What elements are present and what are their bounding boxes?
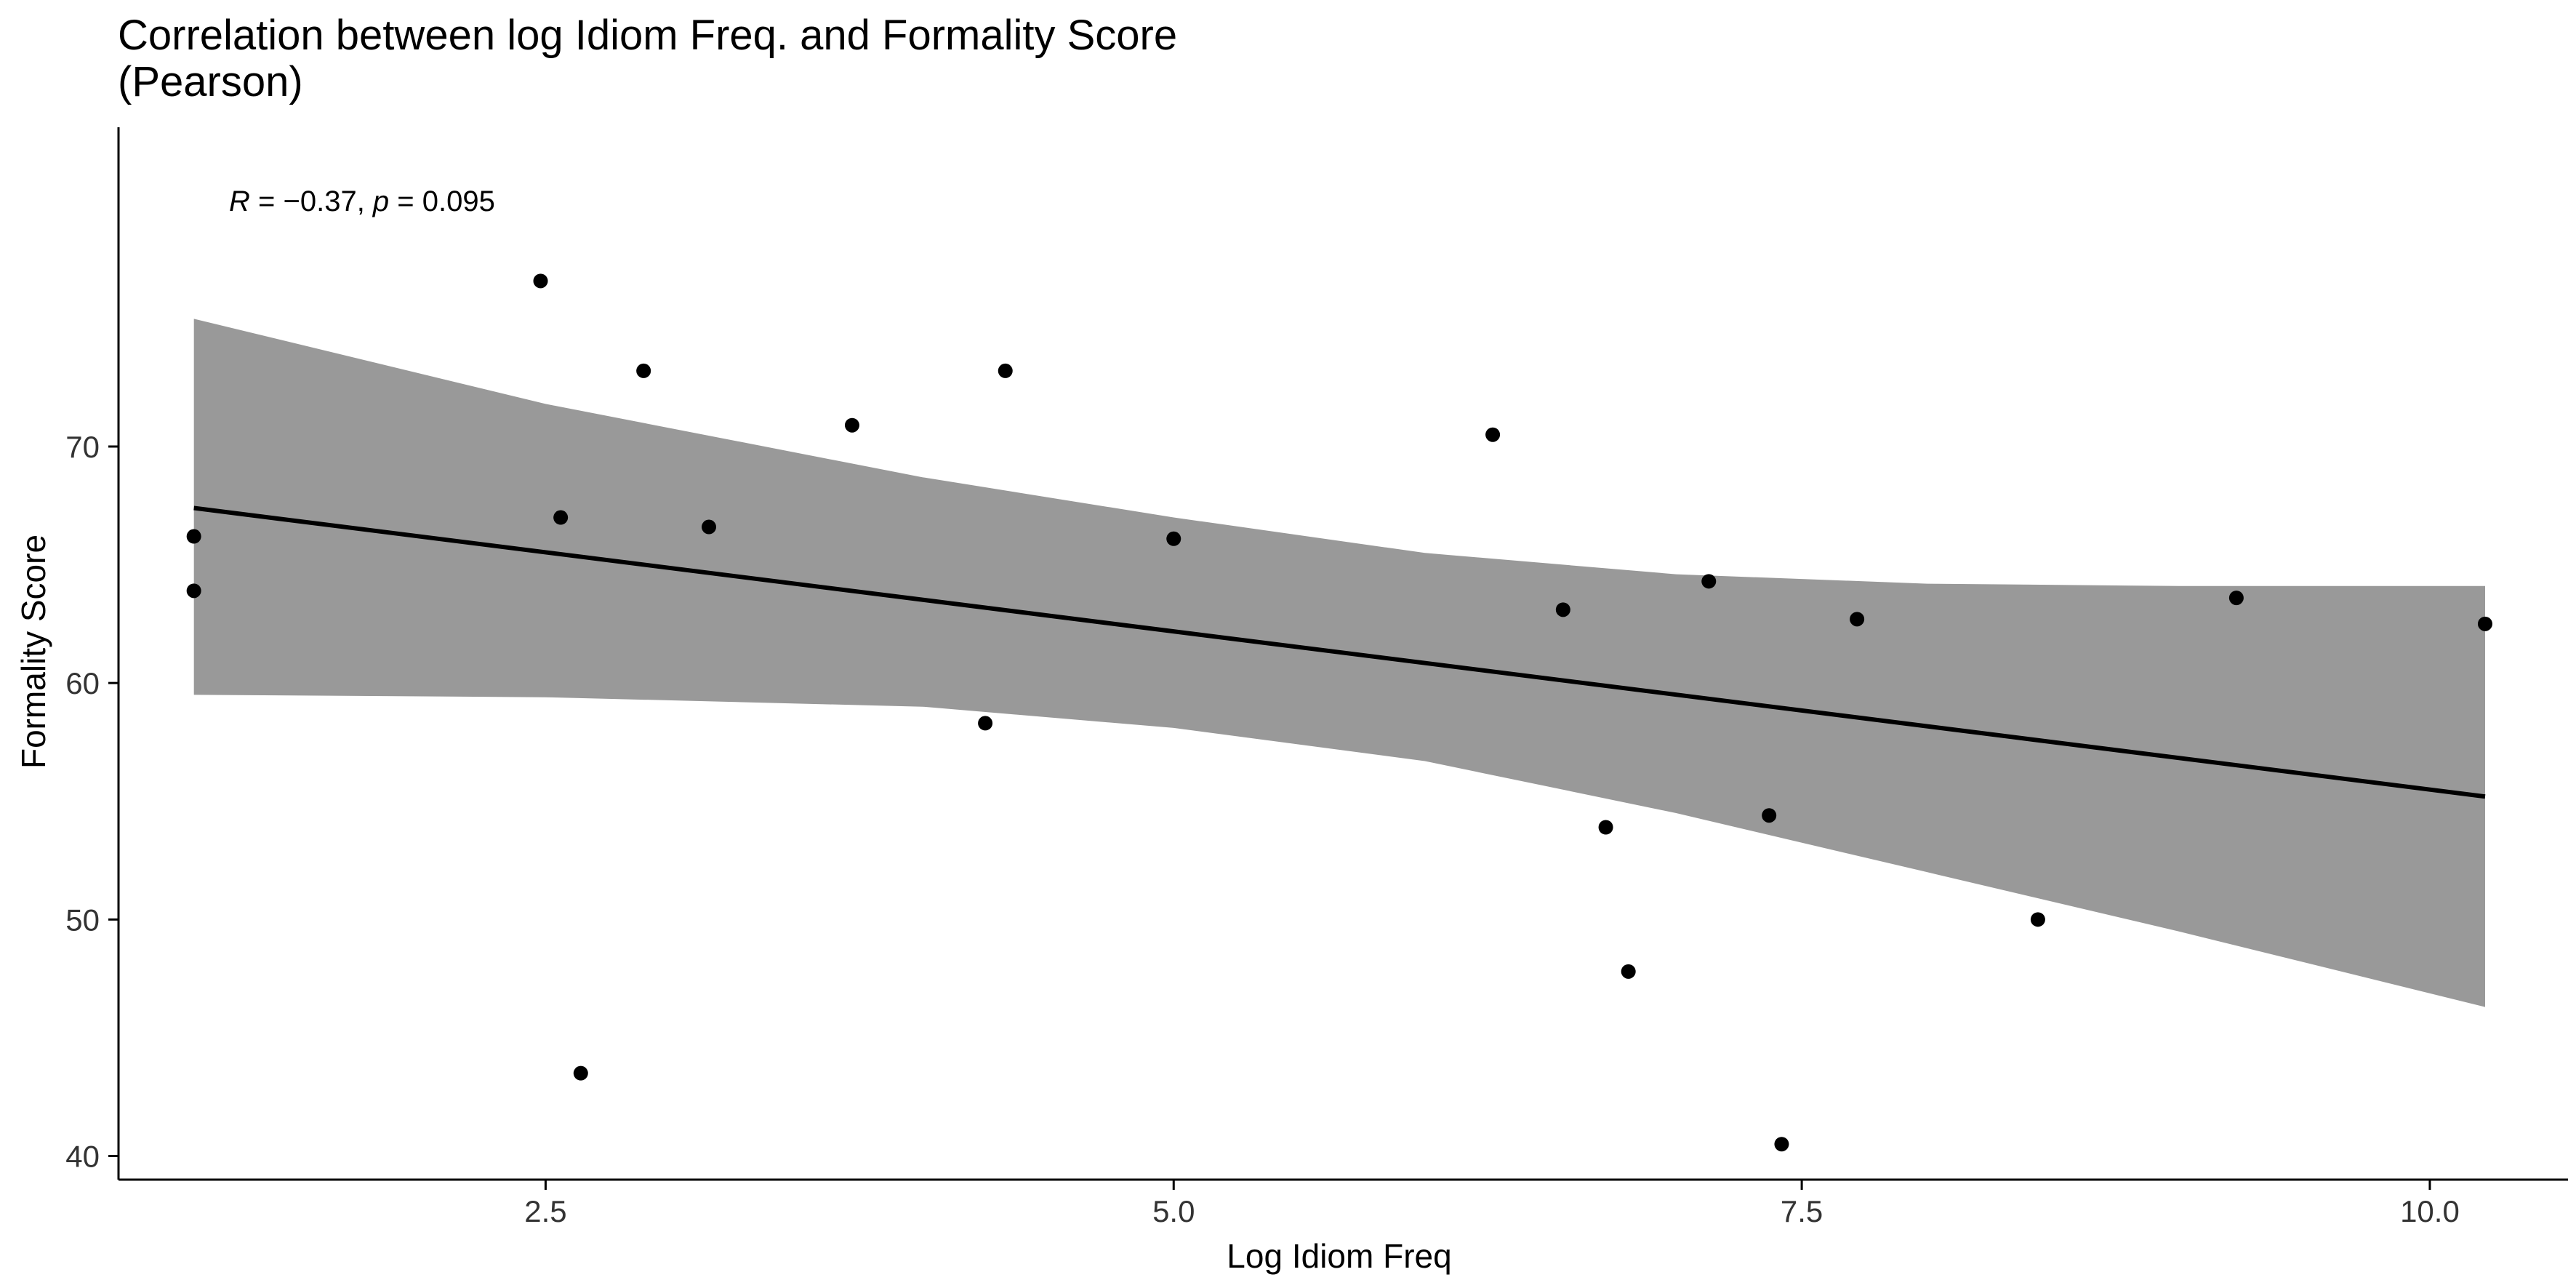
- x-tick-label: 2.5: [524, 1194, 566, 1228]
- data-point: [186, 583, 201, 599]
- x-tick-label: 7.5: [1781, 1194, 1823, 1228]
- data-point: [1762, 808, 1777, 823]
- y-tick-label: 60: [65, 666, 100, 700]
- plot-area: [186, 273, 2492, 1152]
- r-symbol: R: [229, 185, 250, 217]
- data-point: [186, 529, 201, 544]
- chart-title-line-2: (Pearson): [118, 58, 303, 105]
- x-axis-title: Log Idiom Freq: [1227, 1237, 1451, 1275]
- confidence-band: [193, 319, 2486, 1007]
- data-point: [1555, 602, 1570, 617]
- data-point: [1166, 531, 1181, 546]
- axes: 2.5 5.0 7.5 10.0 40 50 60 70: [65, 127, 2568, 1228]
- data-point: [1621, 964, 1636, 979]
- x-tick-label: 10.0: [2400, 1194, 2460, 1228]
- correlation-annotation: R = −0.37, p = 0.095: [229, 185, 495, 217]
- data-point: [1485, 427, 1501, 442]
- x-tick-label: 5.0: [1152, 1194, 1195, 1228]
- data-point: [1774, 1137, 1789, 1152]
- y-tick-label: 40: [65, 1139, 100, 1173]
- data-point: [2477, 616, 2492, 631]
- data-point: [844, 417, 859, 433]
- p-symbol: p: [372, 185, 389, 217]
- data-point: [533, 273, 548, 289]
- data-point: [2030, 912, 2045, 927]
- data-point: [978, 716, 993, 731]
- r-value: = −0.37,: [250, 185, 373, 217]
- y-tick-label: 50: [65, 903, 100, 937]
- p-value: = 0.095: [389, 185, 495, 217]
- y-axis-title: Formality Score: [15, 535, 52, 769]
- y-tick-label: 70: [65, 430, 100, 464]
- data-point: [553, 510, 569, 525]
- data-point: [1598, 820, 1613, 835]
- regression-line: [193, 505, 2486, 799]
- chart-title-line-1: Correlation between log Idiom Freq. and …: [118, 12, 1177, 59]
- data-point: [1701, 574, 1717, 589]
- data-point: [998, 363, 1013, 378]
- data-point: [2228, 591, 2244, 606]
- data-point: [702, 519, 717, 535]
- data-point: [636, 363, 651, 378]
- data-point: [573, 1065, 588, 1081]
- data-point: [1850, 612, 1865, 627]
